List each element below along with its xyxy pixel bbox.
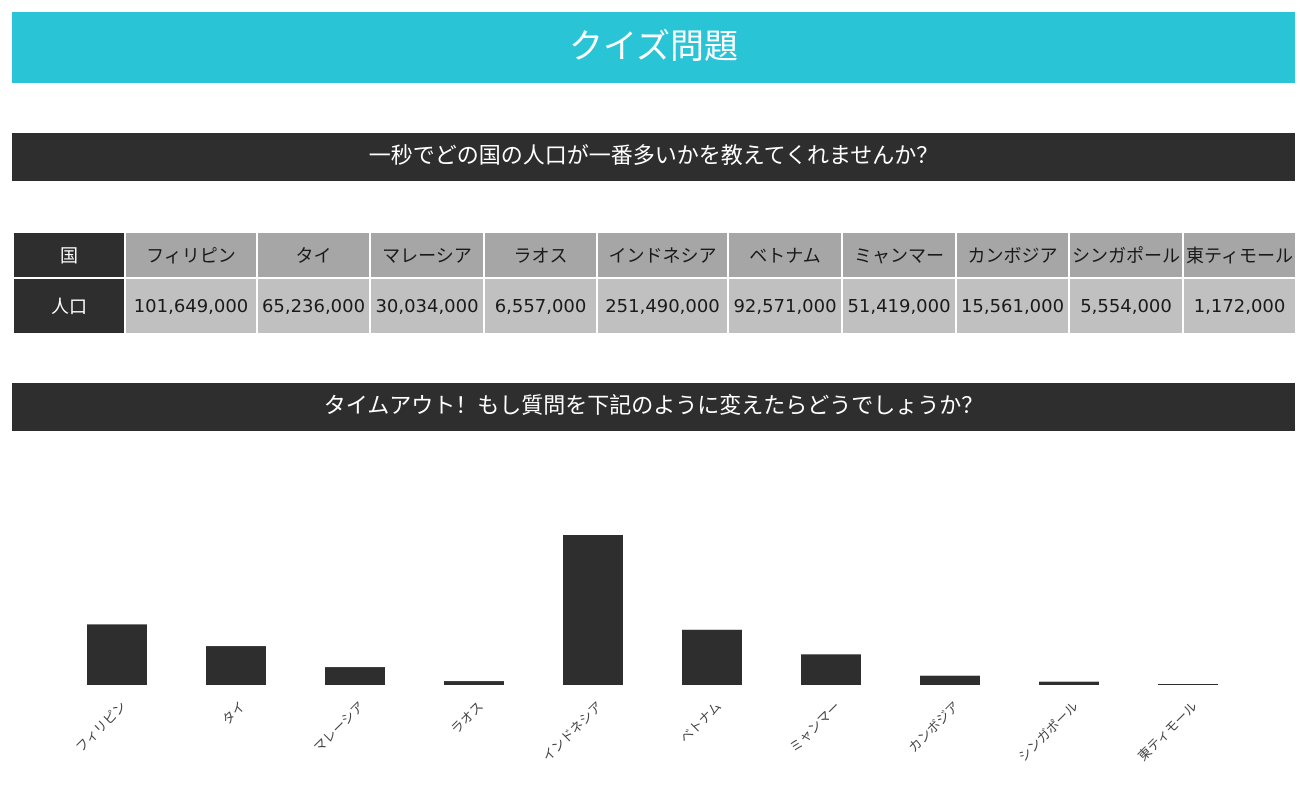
bar-4: [444, 681, 504, 685]
bar-6: [682, 629, 742, 685]
country-cell: 東ティモール: [1182, 231, 1297, 279]
population-cell: 6,557,000: [483, 277, 598, 335]
x-tick-label: マレーシア: [311, 699, 367, 755]
country-header-cell: 国: [12, 231, 126, 279]
population-cell: 92,571,000: [727, 277, 843, 335]
population-cell: 101,649,000: [124, 277, 258, 335]
country-cell: マレーシア: [369, 231, 485, 279]
country-cell: ベトナム: [727, 231, 843, 279]
population-table: 国 フィリピン タイ マレーシア ラオス インドネシア ベトナム ミャンマー カ…: [12, 231, 1297, 335]
x-tick-label: ベトナム: [678, 699, 725, 746]
population-cell: 51,419,000: [841, 277, 957, 335]
country-cell: ラオス: [483, 231, 598, 279]
country-cell: フィリピン: [124, 231, 258, 279]
population-cell: 30,034,000: [369, 277, 485, 335]
country-cell: カンボジア: [955, 231, 1070, 279]
population-cell: 65,236,000: [256, 277, 371, 335]
page-title: クイズ問題: [12, 12, 1295, 83]
population-row: 人口 101,649,000 65,236,000 30,034,000 6,5…: [12, 277, 1297, 335]
population-bar-chart: フィリピン タイ マレーシア ラオス インドネシア ベトナム ミャンマー カンボジア シンガポー…: [73, 535, 1218, 765]
bar-5: [563, 535, 623, 685]
country-row: 国 フィリピン タイ マレーシア ラオス インドネシア ベトナム ミャンマー カ…: [12, 231, 1297, 279]
x-tick-label: フィリピン: [73, 699, 129, 755]
bar-2: [206, 646, 266, 685]
population-cell: 5,554,000: [1068, 277, 1184, 335]
population-cell: 1,172,000: [1182, 277, 1297, 335]
bar-1: [87, 624, 147, 685]
bar-7: [801, 654, 861, 685]
x-tick-label: シンガポール: [1016, 699, 1082, 765]
x-tick-label: ラオス: [449, 699, 487, 737]
x-tick-label: ミャンマー: [787, 699, 844, 756]
x-tick-label: インドネシア: [540, 699, 606, 765]
x-tick-label: タイ: [220, 699, 249, 728]
bar-8: [920, 675, 980, 685]
bar-3: [325, 667, 385, 685]
question-banner: 一秒でどの国の人口が一番多いかを教えてくれませんか？: [12, 133, 1295, 181]
timeout-banner: タイムアウト！もし質問を下記のように変えたらどうでしょうか？: [12, 383, 1295, 431]
country-cell: インドネシア: [596, 231, 729, 279]
x-tick-label: カンボジア: [906, 699, 963, 756]
country-cell: ミャンマー: [841, 231, 957, 279]
population-cell: 15,561,000: [955, 277, 1070, 335]
population-cell: 251,490,000: [596, 277, 729, 335]
x-tick-label: 東ティモール: [1135, 699, 1201, 765]
bar-10: [1158, 684, 1218, 685]
country-cell: シンガポール: [1068, 231, 1184, 279]
country-cell: タイ: [256, 231, 371, 279]
population-header-cell: 人口: [12, 277, 126, 335]
bar-9: [1039, 681, 1099, 685]
